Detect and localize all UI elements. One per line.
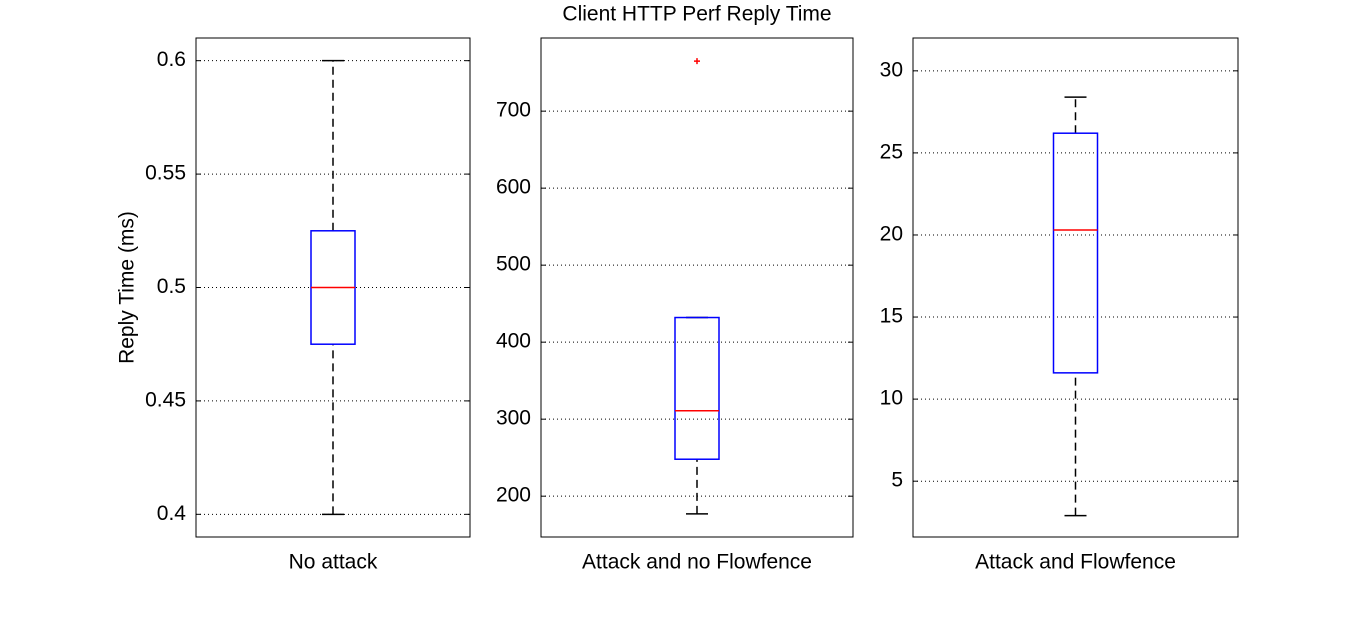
y-tick-label: 0.55 bbox=[145, 162, 186, 185]
y-tick-label: 0.45 bbox=[145, 388, 186, 411]
flier bbox=[694, 58, 700, 65]
y-tick-label: 700 bbox=[496, 99, 531, 122]
chart-title: Client HTTP Perf Reply Time bbox=[562, 3, 831, 26]
x-tick-label: Attack and Flowfence bbox=[975, 551, 1176, 574]
y-tick-label: 10 bbox=[880, 387, 903, 410]
y-tick-label: 20 bbox=[880, 223, 903, 246]
y-tick-label: 0.6 bbox=[157, 48, 186, 71]
axes-frame bbox=[540, 37, 854, 538]
y-tick-label: 30 bbox=[880, 58, 903, 81]
y-tick-label: 500 bbox=[496, 253, 531, 276]
y-tick-label: 0.4 bbox=[157, 502, 187, 525]
y-tick-label: 600 bbox=[496, 176, 531, 199]
y-axis-label: Reply Time (ms) bbox=[116, 211, 139, 364]
box bbox=[674, 316, 720, 460]
y-tick-label: 0.5 bbox=[157, 275, 186, 298]
y-tick-label: 25 bbox=[880, 140, 903, 163]
x-tick-label: Attack and no Flowfence bbox=[582, 551, 812, 574]
x-tick-label: No attack bbox=[289, 551, 378, 574]
y-tick-label: 5 bbox=[891, 469, 903, 492]
y-tick-label: 15 bbox=[880, 305, 903, 328]
box bbox=[1052, 132, 1099, 374]
y-tick-label: 300 bbox=[496, 407, 531, 430]
y-tick-label: 400 bbox=[496, 330, 531, 353]
y-tick-label: 200 bbox=[496, 484, 531, 507]
axes-frame bbox=[912, 37, 1239, 538]
